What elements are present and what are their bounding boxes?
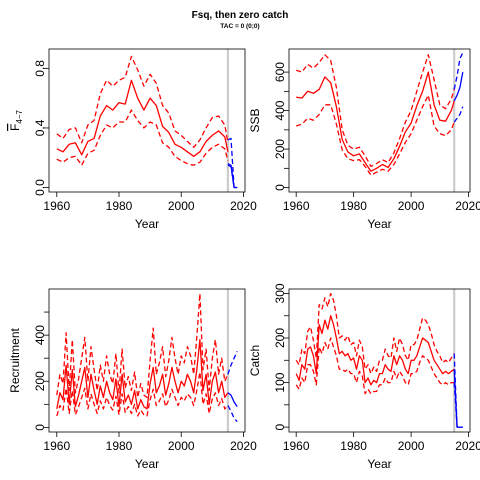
recruitment-y-tick-label: 400	[33, 325, 47, 345]
ssb-x-tick-label: 1960	[283, 199, 310, 213]
ssb-plot-frame	[288, 48, 471, 193]
fbar-historic-dashed-line-1	[56, 55, 229, 148]
ssb-historic-solid-line-0	[296, 71, 455, 172]
ssb-y-tick-label: 400	[273, 100, 287, 120]
recruitment-plot-frame	[48, 288, 246, 433]
ssb-x-tick-label: 1980	[340, 199, 367, 213]
fbar-projection-dashed-line-4	[227, 137, 238, 189]
catch-y-tick-label: 0	[273, 423, 287, 430]
recruitment-projection-dashed-line-4	[227, 351, 238, 375]
catch-historic-solid-line-0	[295, 315, 455, 386]
catch-y-axis-label-main: Catch	[248, 345, 262, 376]
recruitment-historic-solid-line-0	[56, 339, 229, 410]
catch-y-axis-label: Catch	[248, 345, 262, 376]
catch-y-tick-label: 300	[273, 283, 287, 303]
panel-recruitment: 1960 1980 2000 2020 0 200 400 Year Recruitment	[8, 288, 257, 471]
panel-ssb: 1960 1980 2000 2020 0 200 400 600 Year SSB	[248, 48, 480, 231]
catch-y-tick-label: 100	[273, 372, 287, 392]
fbar-x-tick-label: 2020	[230, 199, 257, 213]
ssb-x-tick-label: 2000	[398, 199, 425, 213]
fbar-x-tick-label: 2000	[168, 199, 195, 213]
catch-projection-dashed-line-5	[453, 382, 463, 428]
ssb-historic-dashed-line-2	[295, 94, 455, 176]
catch-x-tick-label: 1980	[340, 439, 367, 453]
fbar-x-tick-label: 1960	[43, 199, 70, 213]
catch-x-tick-label: 2020	[455, 439, 480, 453]
fbar-y-axis-label-subscript: 4−7	[15, 109, 24, 123]
ssb-projection-solid-line-3	[453, 71, 464, 102]
recruitment-x-tick-label: 1980	[106, 439, 133, 453]
recruitment-y-tick-label: 200	[33, 371, 47, 391]
catch-projection-dashed-line-4	[453, 353, 463, 428]
panel-catch: 1960 1980 2000 2020 0 100 200 300 Year Catch	[248, 283, 480, 471]
ssb-y-tick-label: 200	[273, 139, 287, 159]
fbar-y-tick-label: 0.8	[33, 60, 47, 77]
recruitment-x-tick-label: 2020	[230, 439, 257, 453]
recruitment-y-axis-label: Recruitment	[8, 327, 22, 392]
ssb-historic-dashed-line-1	[295, 54, 455, 168]
recruitment-x-tick-label: 1960	[43, 439, 70, 453]
catch-plot-frame	[288, 288, 471, 433]
recruitment-historic-dashed-line-1	[56, 292, 229, 399]
recruitment-projection-dashed-line-5	[227, 405, 238, 423]
recruitment-projection-solid-line-3	[227, 392, 238, 407]
ssb-y-tick-label: 0	[273, 184, 287, 191]
fbar-historic-dashed-line-2	[56, 109, 229, 166]
catch-x-axis-label: Year	[367, 457, 391, 471]
recruitment-y-tick-label: 0	[33, 424, 47, 431]
ssb-x-tick-label: 2020	[455, 199, 480, 213]
ssb-y-axis-label: SSB	[248, 108, 262, 132]
catch-y-tick-label: 200	[273, 328, 287, 348]
ssb-y-axis-label-main: SSB	[248, 108, 262, 132]
figure-subtitle: TAC = 0 (0;0)	[220, 23, 260, 30]
panel-fbar: 1960 1980 2000 2020 0.0 0.4 0.8 Year F4−7	[8, 48, 257, 231]
recruitment-y-axis-label-main: Recruitment	[8, 327, 22, 392]
fbar-y-axis-label-main: F	[8, 124, 22, 131]
catch-historic-dashed-line-2	[295, 337, 455, 395]
catch-x-tick-label: 2000	[398, 439, 425, 453]
ssb-y-tick-label: 600	[273, 62, 287, 82]
fbar-historic-solid-line-0	[56, 79, 229, 157]
recruitment-historic-dashed-line-2	[56, 371, 229, 417]
catch-x-tick-label: 1960	[283, 439, 310, 453]
ssb-projection-dashed-line-5	[453, 106, 464, 123]
figure-title: Fsq, then zero catch	[191, 10, 289, 21]
fbar-projection-dashed-line-5	[227, 164, 238, 189]
fbar-x-axis-label: Year	[135, 217, 159, 231]
catch-historic-dashed-line-1	[295, 292, 455, 375]
ssb-projection-dashed-line-4	[453, 52, 464, 90]
recruitment-x-tick-label: 2000	[168, 439, 195, 453]
fbar-y-axis-label: F4−7	[8, 109, 24, 130]
ssb-x-axis-label: Year	[367, 217, 391, 231]
fbar-x-tick-label: 1980	[106, 199, 133, 213]
recruitment-x-axis-label: Year	[135, 457, 159, 471]
fbar-y-tick-label: 0.4	[33, 119, 47, 136]
fbar-plot-frame	[48, 48, 246, 193]
fbar-y-tick-label: 0.0	[33, 179, 47, 196]
